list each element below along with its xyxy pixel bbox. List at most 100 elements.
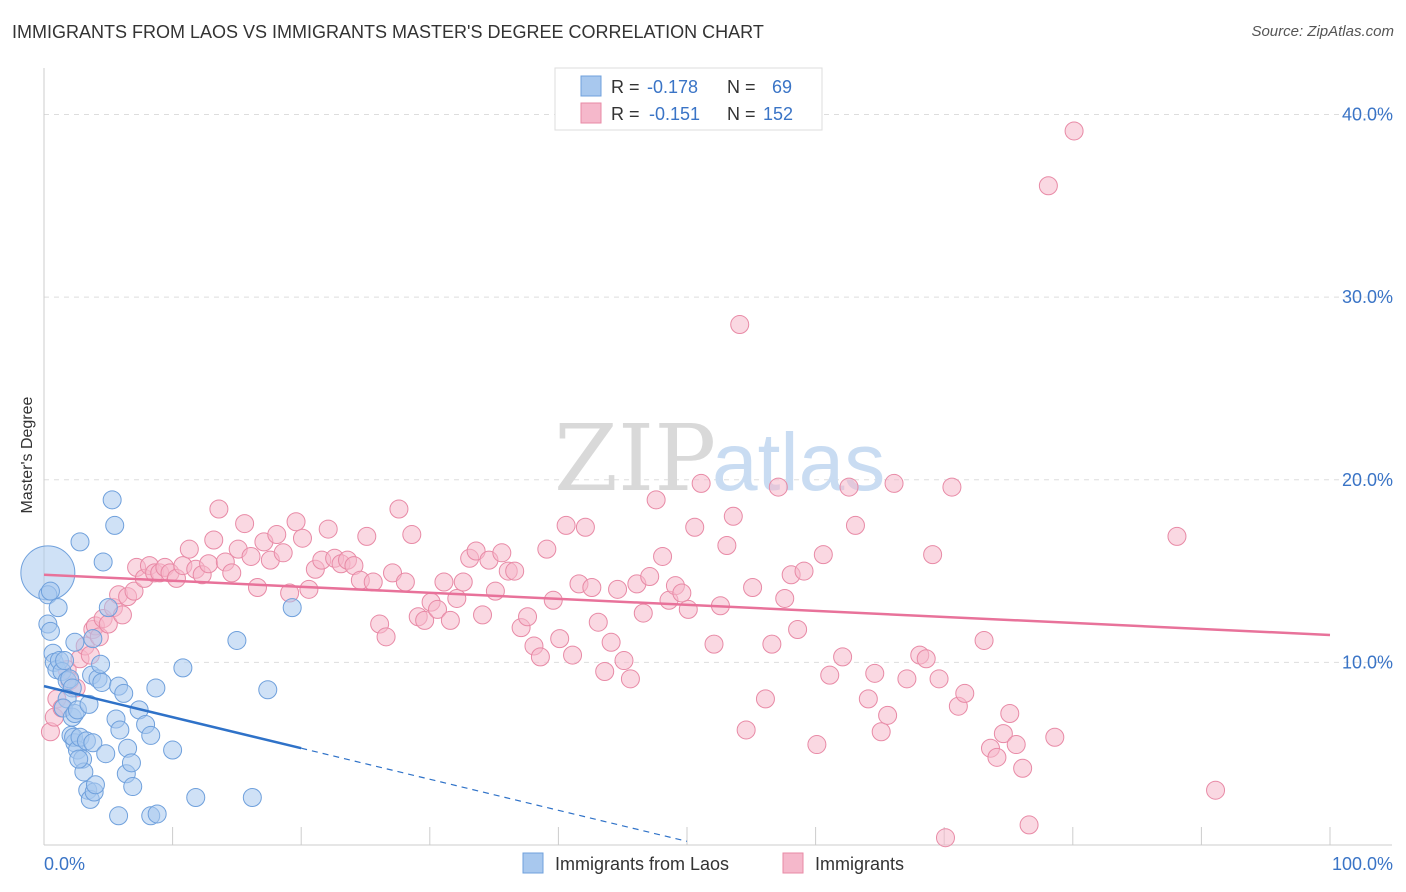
laos-point xyxy=(146,678,166,698)
immigrants-points xyxy=(40,121,1226,848)
immigrants-point xyxy=(974,630,994,650)
laos-point xyxy=(91,654,111,674)
immigrants-point xyxy=(775,588,795,608)
immigrants-point xyxy=(1045,727,1065,747)
immigrants-point xyxy=(556,515,576,535)
immigrants-point xyxy=(620,669,640,689)
immigrants-point xyxy=(640,567,660,587)
immigrants-point xyxy=(241,546,261,566)
immigrants-point xyxy=(1006,735,1026,755)
laos-point xyxy=(114,683,134,703)
laos-point xyxy=(242,788,262,808)
immigrants-point xyxy=(415,610,435,630)
laos-trend-extension xyxy=(301,747,688,842)
immigrants-point xyxy=(376,627,396,647)
chart-title: IMMIGRANTS FROM LAOS VS IMMIGRANTS MASTE… xyxy=(12,22,764,42)
laos-point xyxy=(40,581,60,601)
immigrants-point xyxy=(884,473,904,493)
immigrants-point xyxy=(473,605,493,625)
immigrants-point xyxy=(1019,815,1039,835)
laos-point xyxy=(79,694,99,714)
immigrants-point xyxy=(614,651,634,671)
bottom-legend: Immigrants from Laos Immigrants xyxy=(522,852,904,874)
axes xyxy=(43,68,1392,846)
immigrants-point xyxy=(935,828,955,848)
legend-n-value-immigrants: 152 xyxy=(763,104,793,124)
immigrants-point xyxy=(1167,526,1187,546)
stats-legend: R = -0.178 N = 69 R = -0.151 N = 152 xyxy=(554,67,823,131)
immigrants-point xyxy=(204,530,224,550)
laos-point xyxy=(69,749,89,769)
bottom-legend-label-immigrants: Immigrants xyxy=(815,854,904,874)
immigrants-point xyxy=(794,561,814,581)
immigrants-point xyxy=(363,572,383,592)
immigrants-point xyxy=(247,578,267,598)
immigrants-point xyxy=(505,561,525,581)
immigrants-point xyxy=(646,490,666,510)
laos-point xyxy=(93,552,113,572)
laos-point xyxy=(186,788,206,808)
immigrants-point xyxy=(292,528,312,548)
legend-swatch-laos xyxy=(580,75,602,97)
immigrants-point xyxy=(736,720,756,740)
immigrants-point xyxy=(582,578,602,598)
gridlines xyxy=(44,114,1392,663)
laos-points xyxy=(20,490,302,826)
immigrants-point xyxy=(762,634,782,654)
laos-point xyxy=(173,658,193,678)
immigrants-point xyxy=(389,499,409,519)
watermark-atlas: atlas xyxy=(712,417,885,508)
laos-point xyxy=(141,725,161,745)
legend-n-label-laos: N = xyxy=(727,77,756,97)
legend-r-value-laos: -0.178 xyxy=(647,77,698,97)
immigrants-point xyxy=(813,545,833,565)
immigrants-point xyxy=(537,539,557,559)
immigrants-point xyxy=(440,610,460,630)
laos-point xyxy=(83,733,103,753)
immigrants-point xyxy=(691,473,711,493)
immigrants-point xyxy=(299,579,319,599)
immigrants-point xyxy=(955,683,975,703)
immigrants-point xyxy=(1000,704,1020,724)
immigrants-point xyxy=(717,536,737,556)
immigrants-point xyxy=(428,599,448,619)
legend-n-value-laos: 69 xyxy=(772,77,792,97)
watermark: ZIP atlas xyxy=(554,405,885,512)
immigrants-point xyxy=(820,665,840,685)
x-tick-labels: 0.0% 100.0% xyxy=(44,854,1393,874)
immigrants-point xyxy=(588,612,608,632)
laos-point xyxy=(123,777,143,797)
laos-point xyxy=(227,630,247,650)
laos-point xyxy=(70,532,90,552)
immigrants-point xyxy=(923,545,943,565)
immigrants-point xyxy=(1013,758,1033,778)
laos-point xyxy=(102,490,122,510)
immigrants-point xyxy=(199,554,219,574)
immigrants-point xyxy=(273,543,293,563)
immigrants-point xyxy=(575,517,595,537)
laos-point xyxy=(55,651,75,671)
y-tick-label: 40.0% xyxy=(1342,105,1393,125)
immigrants-point xyxy=(743,578,763,598)
laos-point xyxy=(110,720,130,740)
immigrants-point xyxy=(858,689,878,709)
immigrants-point xyxy=(653,546,673,566)
immigrants-point xyxy=(678,599,698,619)
immigrants-point xyxy=(987,747,1007,767)
laos-point xyxy=(147,804,167,824)
immigrants-point xyxy=(929,669,949,689)
immigrants-point xyxy=(730,315,750,335)
immigrants-point xyxy=(222,563,242,583)
laos-point xyxy=(85,775,105,795)
y-tick-label: 30.0% xyxy=(1342,287,1393,307)
immigrants-point xyxy=(633,603,653,623)
immigrants-point xyxy=(993,724,1013,744)
immigrants-point xyxy=(1206,780,1226,800)
laos-point xyxy=(83,629,103,649)
immigrants-point xyxy=(267,525,287,545)
immigrants-point xyxy=(402,525,422,545)
legend-r-label-immigrants: R = xyxy=(611,104,640,124)
laos-point xyxy=(282,598,302,618)
immigrants-point xyxy=(672,583,692,603)
